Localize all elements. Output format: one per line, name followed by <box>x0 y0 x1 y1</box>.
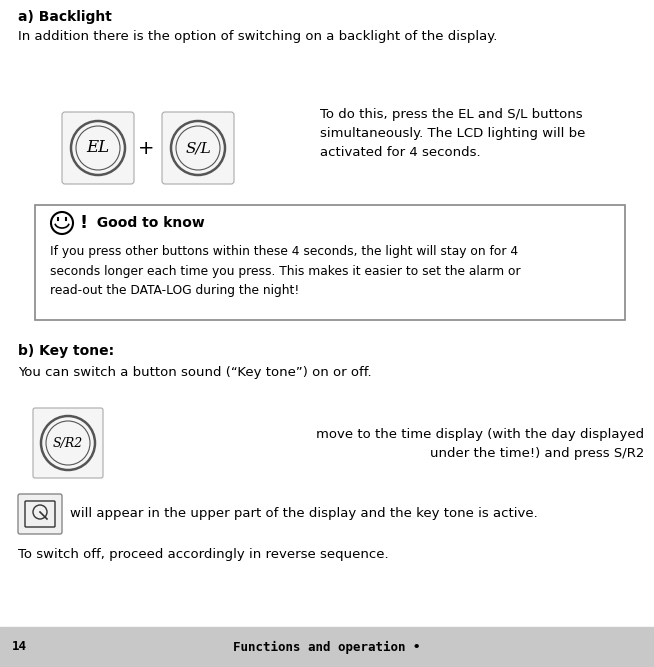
Text: Functions and operation •: Functions and operation • <box>233 640 421 654</box>
Text: If you press other buttons within these 4 seconds, the light will stay on for 4
: If you press other buttons within these … <box>50 245 521 297</box>
FancyBboxPatch shape <box>162 112 234 184</box>
Text: S/R2: S/R2 <box>53 436 83 450</box>
Text: +: + <box>138 139 154 157</box>
Text: You can switch a button sound (“Key tone”) on or off.: You can switch a button sound (“Key tone… <box>18 366 371 379</box>
Text: To switch off, proceed accordingly in reverse sequence.: To switch off, proceed accordingly in re… <box>18 548 388 561</box>
FancyBboxPatch shape <box>62 112 134 184</box>
Text: move to the time display (with the day displayed
under the time!) and press S/R2: move to the time display (with the day d… <box>316 428 644 460</box>
Text: Good to know: Good to know <box>87 216 205 230</box>
Text: S/L: S/L <box>185 141 211 155</box>
Text: b) Key tone:: b) Key tone: <box>18 344 114 358</box>
Text: !: ! <box>79 214 87 232</box>
Text: 14: 14 <box>12 640 27 654</box>
Bar <box>0 627 654 667</box>
Text: In addition there is the option of switching on a backlight of the display.: In addition there is the option of switc… <box>18 30 498 43</box>
Text: a) Backlight: a) Backlight <box>18 10 112 24</box>
FancyBboxPatch shape <box>35 205 625 320</box>
FancyBboxPatch shape <box>33 408 103 478</box>
Text: To do this, press the EL and S/L buttons
simultaneously. The LCD lighting will b: To do this, press the EL and S/L buttons… <box>320 108 585 159</box>
Text: will appear in the upper part of the display and the key tone is active.: will appear in the upper part of the dis… <box>70 508 538 520</box>
FancyBboxPatch shape <box>18 494 62 534</box>
Text: EL: EL <box>86 139 110 157</box>
